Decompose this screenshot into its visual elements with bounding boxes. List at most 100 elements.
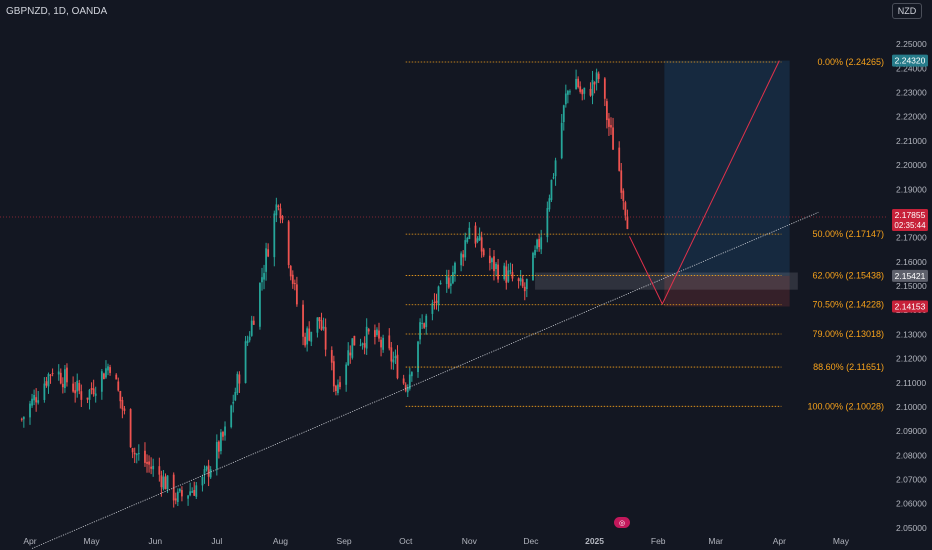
candle-body <box>310 331 313 342</box>
time-axis: Apr May Jun Jul Aug Sep Oct Nov Dec 2025 Feb Mar Apr… <box>23 536 849 546</box>
candle <box>374 324 376 345</box>
candle-body <box>123 408 126 411</box>
candle-body <box>137 453 140 455</box>
candle <box>523 282 526 301</box>
candle <box>550 179 553 202</box>
fib-label: 50.00% (2.17147) <box>812 229 884 239</box>
candle-body <box>538 239 541 248</box>
y-tick-label: 2.11000 <box>896 378 926 388</box>
x-tick-label: May <box>84 536 101 546</box>
countdown-label: 02:35:44 <box>894 221 926 230</box>
candle <box>61 377 64 394</box>
candle <box>367 327 370 335</box>
candle <box>497 258 499 283</box>
candle-body <box>476 238 479 242</box>
candle-body <box>408 374 411 389</box>
candle-body <box>148 461 150 465</box>
candle-body <box>392 359 395 363</box>
candle-body <box>86 397 89 400</box>
candle-body <box>207 465 210 477</box>
candle <box>273 210 276 267</box>
candle <box>146 454 148 473</box>
candle-body <box>302 304 304 337</box>
candle-body <box>318 317 321 322</box>
candle-body <box>554 160 557 177</box>
candle <box>454 261 456 282</box>
candle <box>359 338 362 347</box>
candle <box>306 326 309 352</box>
candle <box>339 376 341 390</box>
candle <box>295 276 298 307</box>
candle-body <box>575 78 577 90</box>
candle <box>90 382 93 395</box>
candle-body <box>107 366 109 371</box>
price-tag-bg <box>892 269 928 282</box>
candle <box>351 338 354 360</box>
y-tick-label: 2.09000 <box>896 426 927 436</box>
candle <box>532 251 534 281</box>
candle-body <box>248 336 251 341</box>
candle <box>47 372 50 394</box>
candle-body <box>33 395 36 401</box>
candle-body <box>146 461 148 464</box>
candle-body <box>100 371 103 392</box>
fib-label: 70.50% (2.14228) <box>812 300 884 310</box>
candle <box>131 447 134 459</box>
event-icon[interactable]: ◎ <box>614 517 630 528</box>
price-tag-bg <box>892 54 928 67</box>
candle <box>49 373 52 384</box>
candle <box>353 335 356 346</box>
candle-body <box>287 221 290 266</box>
candle-body <box>406 386 409 393</box>
candle-body <box>523 286 526 292</box>
candle <box>536 238 538 252</box>
candle <box>238 371 241 393</box>
candle-body <box>367 329 370 332</box>
candle <box>433 293 436 310</box>
candle <box>493 250 495 281</box>
candle-body <box>187 495 189 499</box>
candle <box>20 417 23 422</box>
candle-body <box>279 208 282 219</box>
candle-body <box>66 367 68 383</box>
price-axis: 2.25000 2.24000 2.23000 2.22000 2.21000 2.200… <box>896 39 927 533</box>
candle <box>31 393 33 408</box>
candle-body <box>597 73 600 79</box>
candle-body <box>503 265 506 280</box>
candle-body <box>135 454 138 456</box>
candle <box>137 444 140 461</box>
candle-body <box>361 343 364 345</box>
candle <box>593 81 596 94</box>
candle <box>349 345 352 364</box>
candle-body <box>564 93 567 105</box>
candle <box>620 163 623 199</box>
candle <box>464 232 467 261</box>
candle-body <box>410 372 413 377</box>
currency-button[interactable]: NZD <box>892 3 922 19</box>
candle-body <box>316 317 319 333</box>
candle-body <box>605 101 608 121</box>
candle-body <box>349 352 352 356</box>
candle <box>86 397 89 404</box>
candle-body <box>378 330 380 339</box>
price-tag-label: 2.24320 <box>895 56 926 66</box>
candle-body <box>217 441 220 452</box>
y-tick-label: 2.13000 <box>896 329 927 339</box>
candle-body <box>345 364 348 385</box>
candle <box>569 89 571 95</box>
candle-body <box>209 469 212 478</box>
candle <box>575 69 577 90</box>
candle-body <box>382 337 385 350</box>
candle-body <box>76 380 79 392</box>
candle-body <box>222 432 224 437</box>
candle <box>591 70 594 105</box>
candle <box>577 76 580 89</box>
candle <box>320 312 323 331</box>
candle <box>250 315 253 337</box>
candle-body <box>178 488 181 492</box>
candle <box>437 285 440 312</box>
candle-body <box>423 323 426 328</box>
candle <box>236 371 239 396</box>
candle <box>511 263 514 282</box>
